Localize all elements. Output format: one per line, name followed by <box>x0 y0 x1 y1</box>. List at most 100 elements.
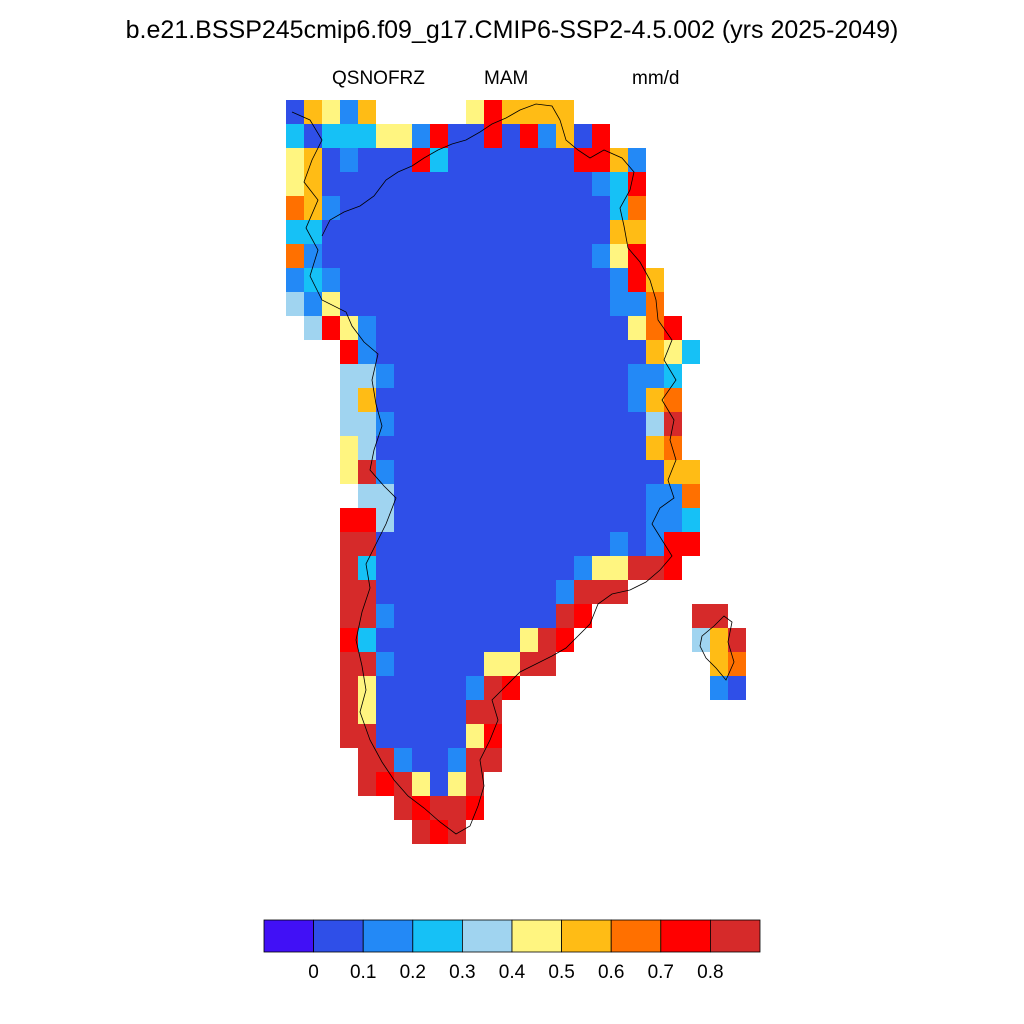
grid-cell <box>538 556 556 580</box>
grid-cell <box>430 700 448 724</box>
grid-cell <box>376 340 394 364</box>
grid-cell <box>358 580 376 604</box>
grid-cell <box>592 412 610 436</box>
grid-cell <box>430 244 448 268</box>
grid-cell <box>412 436 430 460</box>
grid-cell <box>340 172 358 196</box>
grid-cell <box>466 580 484 604</box>
grid-cell <box>610 220 628 244</box>
grid-cell <box>538 364 556 388</box>
grid-cell <box>466 100 484 124</box>
grid-cell <box>430 772 448 796</box>
grid-cell <box>448 508 466 532</box>
colorbar-tick-label: 0.1 <box>349 962 377 983</box>
colorbar-swatch <box>263 919 314 953</box>
grid-cell <box>556 292 574 316</box>
grid-cell <box>556 364 574 388</box>
grid-cell <box>628 364 646 388</box>
grid-cell <box>466 484 484 508</box>
grid-cell <box>664 364 682 388</box>
grid-cell <box>412 724 430 748</box>
grid-cell <box>340 148 358 172</box>
grid-cell <box>538 508 556 532</box>
grid-cell <box>520 412 538 436</box>
grid-cell <box>466 556 484 580</box>
grid-cell <box>394 148 412 172</box>
grid-cell <box>430 436 448 460</box>
grid-cell <box>556 340 574 364</box>
grid-cell <box>538 244 556 268</box>
grid-cell <box>430 412 448 436</box>
grid-cell <box>574 364 592 388</box>
grid-cell <box>340 652 358 676</box>
grid-cell <box>466 604 484 628</box>
grid-cell <box>520 556 538 580</box>
grid-cell <box>304 196 322 220</box>
grid-cell <box>394 124 412 148</box>
grid-cell <box>466 148 484 172</box>
grid-cell <box>520 604 538 628</box>
grid-cell <box>628 244 646 268</box>
colorbar-swatch <box>412 919 463 953</box>
grid-cell <box>358 652 376 676</box>
grid-cell <box>556 220 574 244</box>
grid-cell <box>394 316 412 340</box>
grid-cell <box>394 748 412 772</box>
grid-cell <box>556 460 574 484</box>
grid-cell <box>592 316 610 340</box>
grid-cell <box>520 340 538 364</box>
grid-cell <box>628 316 646 340</box>
grid-cell <box>664 316 682 340</box>
grid-cell <box>502 436 520 460</box>
grid-cell <box>574 484 592 508</box>
grid-cell <box>628 340 646 364</box>
grid-cell <box>610 580 628 604</box>
grid-cell <box>502 652 520 676</box>
grid-cell <box>376 484 394 508</box>
grid-cell <box>358 292 376 316</box>
colorbar-swatch <box>313 919 364 953</box>
grid-cell <box>340 268 358 292</box>
grid-cell <box>556 100 574 124</box>
grid-cell <box>466 532 484 556</box>
grid-cell <box>340 100 358 124</box>
grid-cell <box>394 676 412 700</box>
grid-cell <box>484 676 502 700</box>
grid-cell <box>448 124 466 148</box>
grid-cell <box>592 484 610 508</box>
grid-cell <box>430 580 448 604</box>
grid-cell <box>484 364 502 388</box>
grid-cell <box>556 412 574 436</box>
grid-cell <box>610 148 628 172</box>
grid-cell <box>412 652 430 676</box>
grid-cell <box>322 196 340 220</box>
colorbar-swatch <box>660 919 711 953</box>
grid-cell <box>592 532 610 556</box>
grid-cell <box>394 220 412 244</box>
grid-cell <box>286 268 304 292</box>
grid-cell <box>520 268 538 292</box>
grid-cell <box>556 508 574 532</box>
grid-cell <box>556 196 574 220</box>
grid-cell <box>646 268 664 292</box>
variable-label: QSNOFRZ <box>332 68 425 89</box>
grid-cell <box>466 796 484 820</box>
grid-cell <box>412 364 430 388</box>
grid-cell <box>610 556 628 580</box>
grid-cell <box>484 292 502 316</box>
colorbar-swatch <box>610 919 662 953</box>
grid-cell <box>574 292 592 316</box>
grid-cell <box>484 196 502 220</box>
grid-cell <box>340 532 358 556</box>
grid-cell <box>484 388 502 412</box>
grid-cell <box>628 484 646 508</box>
grid-cell <box>646 532 664 556</box>
grid-cell <box>592 388 610 412</box>
grid-cell <box>376 724 394 748</box>
grid-cell <box>466 436 484 460</box>
grid-cell <box>412 580 430 604</box>
grid-cell <box>628 220 646 244</box>
grid-cell <box>538 460 556 484</box>
grid-cell <box>556 532 574 556</box>
grid-cell <box>376 268 394 292</box>
